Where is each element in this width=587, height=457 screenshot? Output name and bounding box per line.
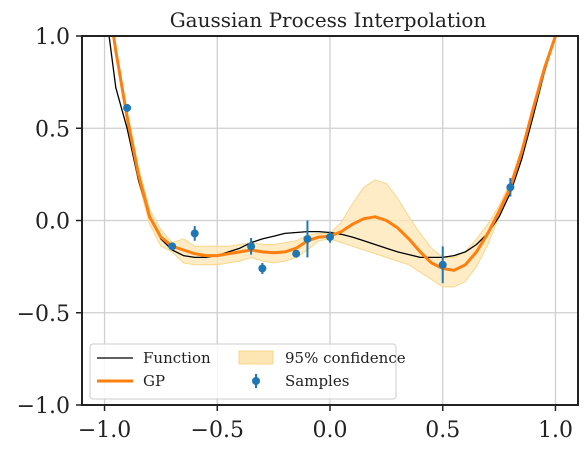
x-tick-label: 1.0: [538, 418, 573, 443]
x-tick-label: −0.5: [191, 418, 244, 443]
x-tick-label: −1.0: [78, 418, 131, 443]
legend-confidence-label: 95% confidence: [285, 349, 406, 367]
legend: Function GP 95% confidence Samples: [89, 343, 406, 400]
sample-point: [190, 229, 199, 238]
legend-samples-marker: [252, 377, 260, 385]
legend-box: [89, 343, 397, 400]
legend-confidence-swatch: [238, 350, 274, 365]
sample-point: [438, 260, 447, 269]
chart-title: Gaussian Process Interpolation: [170, 8, 487, 32]
sample-point: [506, 183, 515, 192]
legend-samples-label: Samples: [285, 372, 349, 390]
x-tick-label: 0.5: [425, 418, 460, 443]
y-tick-label: 0.0: [35, 210, 70, 235]
sample-point: [292, 249, 301, 258]
y-axis: −1.0 −0.5 0.0 0.5 1.0: [17, 25, 82, 419]
y-tick-label: 1.0: [35, 25, 70, 50]
legend-gp-label: GP: [143, 372, 165, 390]
sample-point: [168, 242, 177, 251]
confidence-band-layer: [113, 36, 556, 288]
sample-point: [247, 242, 256, 251]
x-tick-label: 0.0: [313, 418, 348, 443]
legend-function-label: Function: [143, 349, 211, 367]
x-axis: −1.0 −0.5 0.0 0.5 1.0: [78, 405, 573, 443]
sample-point: [123, 103, 132, 112]
y-tick-label: −1.0: [17, 394, 70, 419]
sample-points-layer: [123, 103, 515, 284]
confidence-band: [113, 36, 556, 288]
y-tick-label: −0.5: [17, 302, 70, 327]
sample-point: [326, 233, 334, 242]
sample-point: [258, 264, 267, 273]
y-tick-label: 0.5: [35, 117, 70, 142]
sample-point: [303, 234, 312, 243]
